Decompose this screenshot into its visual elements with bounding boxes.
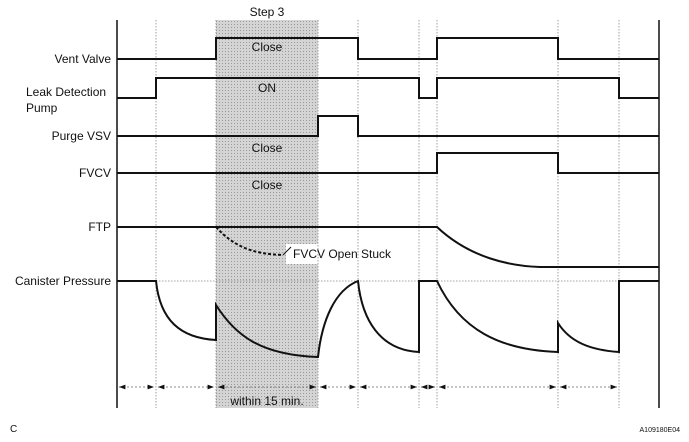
label-purge-vsv: Purge VSV — [52, 129, 111, 143]
ftp-waveform — [117, 226, 659, 268]
ftp-open-stuck-curve — [215, 226, 284, 256]
fvcv-waveform — [117, 152, 659, 174]
purge-vsv-waveform — [117, 115, 659, 137]
label-fvcv: FVCV — [79, 166, 111, 180]
label-vent-valve: Vent Valve — [55, 52, 112, 66]
annotation-fvcv-open-stuck: FVCV Open Stuck — [293, 247, 392, 261]
step-3-shaded-region — [216, 20, 318, 408]
state-fvcv: Close — [252, 178, 283, 192]
annotation-background — [286, 244, 402, 264]
duration-label: within 15 min. — [229, 394, 303, 408]
vent-valve-waveform — [117, 37, 659, 60]
label-ftp: FTP — [88, 220, 111, 234]
state-leak-detection-pump: ON — [258, 81, 276, 95]
step-label: Step 3 — [250, 5, 285, 19]
label-canister-pressure: Canister Pressure — [15, 274, 111, 288]
label-leak-detection: Leak Detection — [26, 85, 106, 99]
state-vent-valve: Close — [252, 40, 283, 54]
label-pump: Pump — [26, 101, 58, 115]
figure-id: A109180E04 — [640, 427, 681, 434]
state-purge-vsv: Close — [252, 141, 283, 155]
corner-label: C — [10, 424, 17, 435]
canister-pressure-waveform — [117, 279, 659, 359]
time-gridlines — [117, 20, 659, 408]
leak-detection-pump-waveform — [117, 77, 659, 99]
annotation-leader — [282, 246, 292, 256]
